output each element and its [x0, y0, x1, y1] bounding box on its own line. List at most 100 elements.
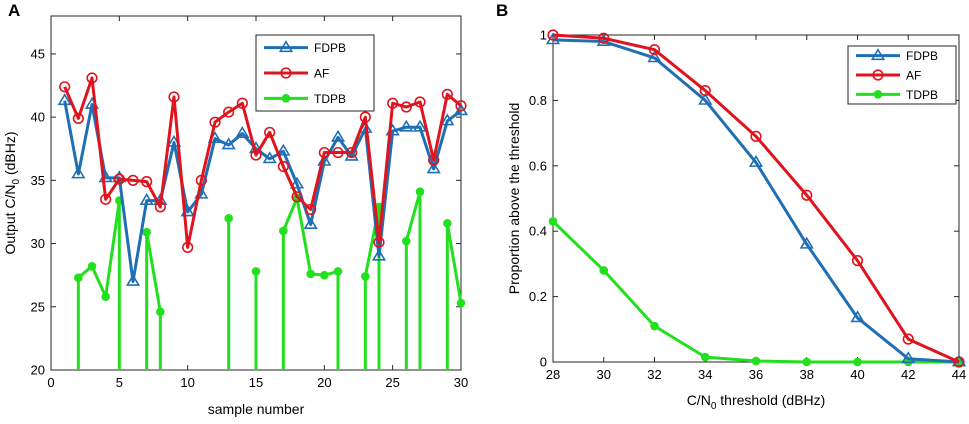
- legend-label-tdpb: TDPB: [314, 92, 346, 106]
- y-tick-label: 0.2: [529, 289, 547, 304]
- data-point: [650, 321, 659, 331]
- y-tick-label: 1: [540, 28, 547, 43]
- x-tick-label: 38: [800, 367, 814, 382]
- data-point: [953, 356, 965, 368]
- data-point: [195, 174, 207, 186]
- data-point: [699, 84, 711, 97]
- data-point: [101, 292, 110, 301]
- data-point: [125, 273, 141, 286]
- legend-label-af: AF: [906, 69, 921, 83]
- x-tick-label: 10: [180, 375, 194, 390]
- data-point: [113, 173, 125, 185]
- data-point: [209, 116, 221, 128]
- y-tick-label: 20: [31, 363, 45, 378]
- data-point: [648, 44, 661, 56]
- data-point: [698, 92, 713, 105]
- data-point: [371, 248, 387, 261]
- series-line: [551, 220, 959, 364]
- y-tick-label: 0.4: [529, 224, 547, 239]
- data-point: [59, 81, 71, 93]
- data-point: [902, 333, 914, 345]
- x-tick-label: 28: [546, 367, 560, 382]
- data-point: [750, 130, 762, 142]
- y-tick-label: 0.6: [529, 158, 547, 173]
- series-af: [59, 72, 467, 253]
- y-tick-label: 0: [540, 355, 547, 370]
- data-point: [141, 176, 153, 188]
- x-tick-label: 36: [749, 367, 763, 382]
- data-point: [291, 191, 303, 203]
- legend: FDPB AF TDPB: [255, 34, 375, 112]
- data-point: [330, 129, 346, 142]
- data-point: [399, 119, 414, 132]
- data-point: [901, 351, 916, 364]
- series-line: [552, 33, 960, 364]
- data-point: [86, 72, 98, 84]
- series-line: [77, 200, 121, 299]
- data-point: [387, 97, 399, 109]
- data-point: [455, 100, 467, 112]
- data-point: [71, 166, 86, 179]
- series-line: [552, 38, 960, 364]
- x-tick-label: 34: [698, 367, 712, 382]
- data-point: [221, 137, 236, 150]
- data-point: [289, 176, 305, 189]
- panel-b: B 28 30 32 34 36 38 40 42 44 0 0.2 0.4 0.6 0.8 1 C/N0 th…: [496, 1, 966, 412]
- data-point: [799, 236, 814, 249]
- y-tick-label: 35: [31, 173, 45, 188]
- data-point: [127, 174, 139, 186]
- data-point: [100, 193, 112, 205]
- data-point: [139, 193, 154, 205]
- data-point: [414, 96, 426, 108]
- data-point: [361, 272, 370, 281]
- x-tick-label: 20: [317, 375, 331, 390]
- data-point: [440, 113, 455, 126]
- x-tick-label: 15: [249, 375, 263, 390]
- data-point: [168, 91, 180, 103]
- x-tick-label: 32: [647, 367, 661, 382]
- data-point: [279, 226, 288, 236]
- data-point: [441, 88, 453, 100]
- data-point: [548, 217, 558, 226]
- series-line: [145, 231, 162, 313]
- data-point: [547, 29, 559, 41]
- legend: FDPB AF TDPB: [847, 45, 957, 105]
- data-point: [443, 219, 452, 228]
- legend-label-fdpb: FDPB: [314, 41, 346, 55]
- data-point: [223, 106, 235, 118]
- series-line: [445, 223, 463, 304]
- x-axis-label: sample number: [208, 401, 305, 417]
- legend-label-fdpb: FDPB: [906, 49, 938, 63]
- x-tick-label: 42: [901, 367, 915, 382]
- legend-swatch-marker: [870, 48, 886, 61]
- data-point: [224, 213, 233, 223]
- data-point: [700, 352, 710, 362]
- data-point: [235, 126, 250, 138]
- data-point: [402, 236, 411, 246]
- y-axis-label: Output C/N0 (dBHz): [2, 131, 22, 254]
- data-point: [332, 146, 344, 159]
- data-point: [346, 146, 358, 159]
- data-point: [264, 126, 276, 138]
- data-point: [428, 154, 440, 166]
- data-point: [415, 187, 425, 197]
- y-tick-label: 40: [31, 110, 45, 125]
- data-point: [318, 146, 330, 159]
- data-point: [802, 357, 812, 367]
- panel-a: A 0 5 10 15 20 25 30 20 25 30 35 40 45 sample number Ou…: [2, 1, 468, 417]
- legend-label-tdpb: TDPB: [906, 88, 938, 102]
- data-point: [751, 356, 761, 366]
- x-tick-label: 25: [385, 375, 399, 390]
- y-tick-label: 25: [31, 299, 45, 314]
- legend-swatch-marker: [873, 90, 883, 99]
- data-point: [306, 269, 315, 279]
- data-point: [154, 201, 166, 213]
- series-af: [547, 29, 965, 368]
- y-tick-label: 45: [31, 46, 45, 61]
- panel-letter-b: B: [496, 1, 508, 20]
- panel-letter-a: A: [8, 1, 20, 20]
- data-point: [320, 270, 329, 280]
- data-point: [456, 298, 466, 308]
- data-point: [412, 119, 428, 132]
- data-point: [305, 203, 317, 216]
